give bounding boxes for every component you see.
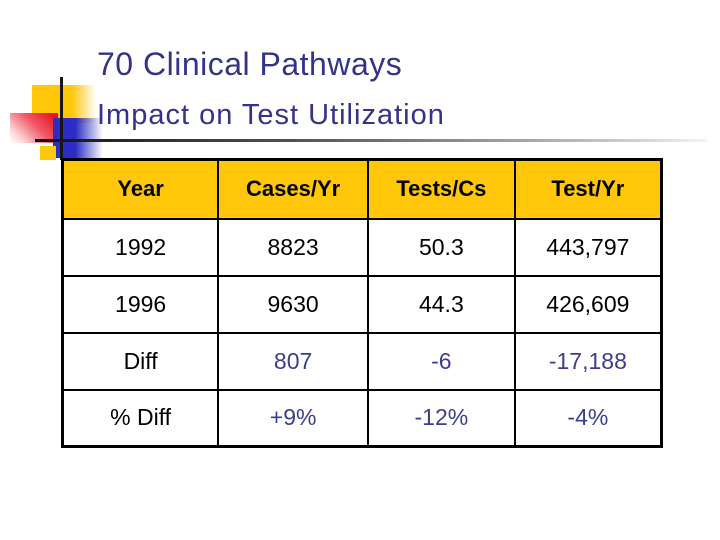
table-cell: 44.3 — [366, 274, 516, 334]
table-cell: +9% — [217, 388, 369, 448]
small-yellow-square-decoration — [40, 146, 56, 160]
table-cell: -6 — [366, 331, 516, 391]
table-row: % Diff +9% -12% -4% — [61, 388, 663, 448]
table-cell: 807 — [217, 331, 369, 391]
table-cell: -4% — [513, 388, 663, 448]
table-row: Diff 807 -6 -17,188 — [61, 331, 663, 391]
horizontal-rule-line — [35, 139, 707, 142]
header-cell-year: Year — [61, 158, 220, 220]
header-cell-test-per-yr: Test/Yr — [513, 158, 663, 220]
table-header-row: Year Cases/Yr Tests/Cs Test/Yr — [61, 158, 663, 220]
slide-title: 70 Clinical Pathways — [97, 46, 403, 82]
table-cell: 443,797 — [513, 217, 663, 277]
table-cell: 1996 — [61, 274, 220, 334]
table-cell: % Diff — [61, 388, 220, 448]
table-cell: -17,188 — [513, 331, 663, 391]
table-cell: 1992 — [61, 217, 220, 277]
table-cell: 426,609 — [513, 274, 663, 334]
table-row: 1992 8823 50.3 443,797 — [61, 217, 663, 277]
table-row: 1996 9630 44.3 426,609 — [61, 274, 663, 334]
table-cell: 9630 — [217, 274, 369, 334]
data-table: Year Cases/Yr Tests/Cs Test/Yr 1992 8823… — [61, 158, 663, 448]
red-gradient-square-decoration — [10, 113, 58, 143]
header-cell-tests-per-cs: Tests/Cs — [366, 158, 516, 220]
table-cell: Diff — [61, 331, 220, 391]
vertical-crosshair-line — [60, 77, 63, 160]
table-cell: -12% — [366, 388, 516, 448]
table-cell: 50.3 — [366, 217, 516, 277]
header-cell-cases-per-yr: Cases/Yr — [217, 158, 369, 220]
slide-subtitle: Impact on Test Utilization — [97, 99, 445, 131]
table-cell: 8823 — [217, 217, 369, 277]
